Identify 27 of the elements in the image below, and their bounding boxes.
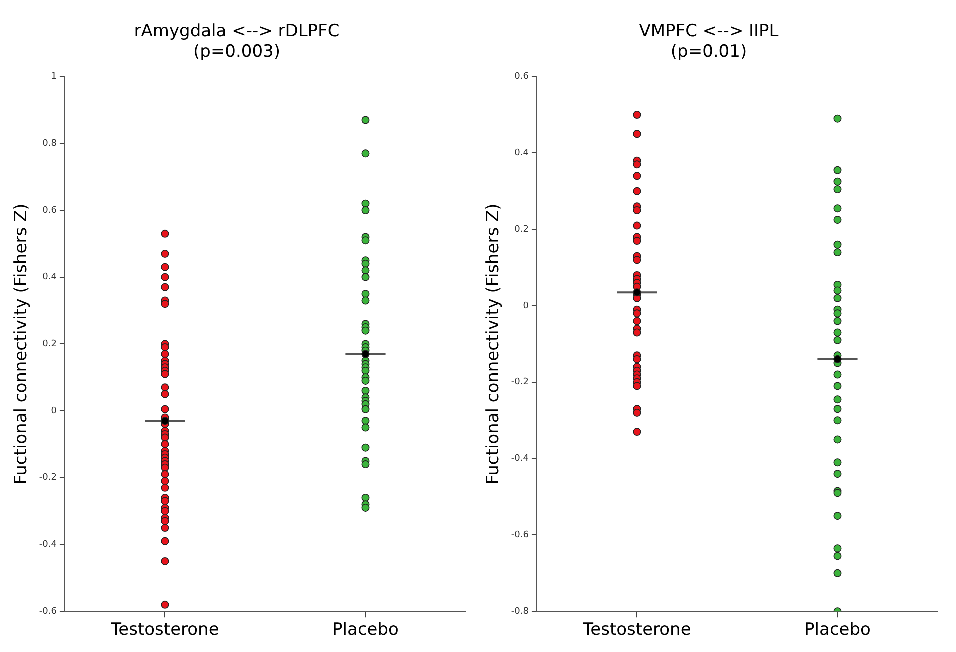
y-tick-label: -0.8 [511, 606, 530, 617]
x-tick-label: Testosterone [110, 620, 220, 640]
y-axis-title: Fuctional connectivity (Fishers Z) [12, 204, 32, 485]
x-tick-label: Testosterone [582, 620, 692, 640]
y-tick-label: -0.4 [511, 454, 530, 464]
chart-subtitle: (p=0.01) [670, 42, 748, 62]
y-tick-label: 0.4 [42, 272, 58, 283]
y-tick-label: 0.6 [514, 72, 530, 82]
y-tick-label: -0.2 [511, 378, 529, 388]
y-axis-title: Fuctional connectivity (Fishers Z) [484, 204, 504, 485]
y-tick-label: 0.6 [42, 206, 58, 216]
y-tick-label: 0.2 [42, 340, 57, 350]
y-tick-label: -0.6 [511, 530, 530, 541]
y-tick-label: 0.8 [42, 138, 58, 149]
chart-subtitle: (p=0.003) [194, 42, 280, 62]
chart-title: rAmygdala <--> rDLPFC [134, 22, 340, 42]
chart-title: VMPFC <--> IIPL [639, 22, 780, 42]
y-tick-label: -0.6 [39, 606, 58, 617]
y-tick-label: 0 [523, 301, 530, 312]
y-tick-label: 0 [51, 406, 58, 416]
y-tick-label: 0.4 [514, 148, 530, 159]
y-tick-label: -0.4 [39, 540, 58, 550]
x-tick-label: Placebo [332, 620, 399, 640]
y-tick-label: 1 [51, 72, 57, 82]
y-tick-label: 0.2 [514, 224, 529, 235]
x-tick-label: Placebo [804, 620, 871, 640]
y-tick-label: -0.2 [39, 473, 57, 484]
